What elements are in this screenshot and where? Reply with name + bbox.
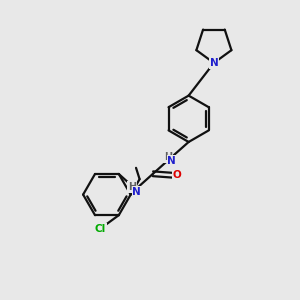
Text: N: N (132, 187, 141, 196)
Text: N: N (167, 156, 176, 166)
Text: O: O (173, 170, 182, 180)
Text: N: N (209, 58, 218, 68)
Text: H: H (128, 182, 136, 192)
Text: Cl: Cl (95, 224, 106, 234)
Text: H: H (164, 152, 172, 162)
